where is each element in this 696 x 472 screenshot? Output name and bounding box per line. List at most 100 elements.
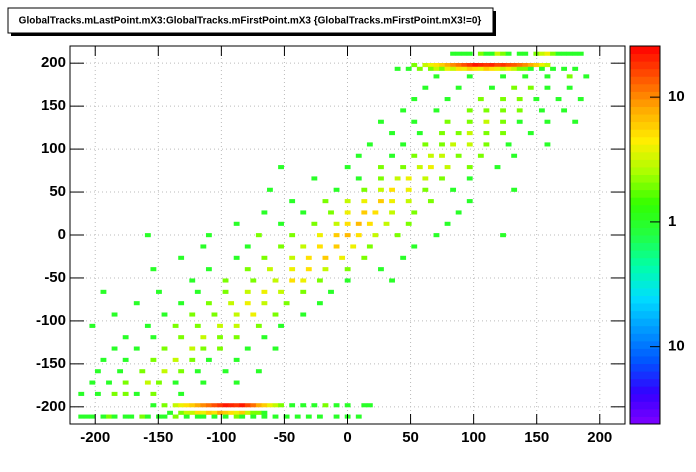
heatmap-cell xyxy=(272,278,279,283)
heatmap-cell xyxy=(283,414,290,419)
heatmap-cell xyxy=(477,63,484,68)
heatmap-cell xyxy=(339,255,346,260)
z-tick-label: 10 xyxy=(668,338,685,355)
heatmap-cell xyxy=(372,210,379,215)
heatmap-cell xyxy=(433,108,440,113)
heatmap-cell xyxy=(472,66,479,71)
heatmap-cell xyxy=(333,414,340,419)
heatmap-cell xyxy=(450,63,457,68)
heatmap-cell xyxy=(305,267,312,272)
heatmap-cell xyxy=(261,210,268,215)
heatmap-cell xyxy=(500,97,506,102)
heatmap-cell xyxy=(494,165,501,170)
heatmap-cell xyxy=(477,51,484,56)
heatmap-cell xyxy=(450,187,457,192)
heatmap-cell xyxy=(522,63,529,68)
heatmap-cell xyxy=(522,74,529,79)
heatmap-cell xyxy=(527,66,534,71)
heatmap-cell xyxy=(411,153,418,158)
heatmap-cell xyxy=(439,66,445,71)
z-tick-label: 10 xyxy=(668,88,685,105)
palette-swatch xyxy=(630,257,660,266)
heatmap-cell xyxy=(416,66,423,71)
heatmap-cell xyxy=(439,153,445,158)
heatmap-cell xyxy=(494,66,501,71)
heatmap-cell xyxy=(244,410,251,415)
x-tick-label: -200 xyxy=(80,429,110,446)
heatmap-cell xyxy=(378,176,384,181)
heatmap-cell xyxy=(178,369,185,374)
palette-swatch xyxy=(630,408,660,417)
heatmap-cell xyxy=(305,255,312,260)
heatmap-cell xyxy=(455,66,462,71)
heatmap-cell xyxy=(378,199,384,204)
heatmap-cell xyxy=(200,410,207,415)
heatmap-cell xyxy=(272,403,279,408)
palette-swatch xyxy=(630,197,660,206)
palette-swatch xyxy=(630,355,660,365)
heatmap-cell xyxy=(511,66,518,71)
heatmap-cell xyxy=(78,414,85,419)
heatmap-cell xyxy=(222,414,229,419)
heatmap-cell xyxy=(211,403,218,408)
heatmap-cell xyxy=(250,312,257,317)
heatmap-cell xyxy=(316,233,323,238)
palette-swatch xyxy=(630,325,660,334)
heatmap-cell xyxy=(527,131,534,136)
heatmap-cell xyxy=(378,165,384,170)
heatmap-cell xyxy=(500,74,506,79)
heatmap-cell xyxy=(361,199,368,204)
heatmap-cell xyxy=(422,176,429,181)
heatmap-cell xyxy=(511,187,518,192)
heatmap-cell xyxy=(444,97,451,102)
heatmap-cell xyxy=(228,403,235,408)
heatmap-cell xyxy=(505,142,512,147)
heatmap-cell xyxy=(405,176,412,181)
heatmap-cell xyxy=(178,410,185,415)
z-tick-label: 1 xyxy=(668,213,676,230)
heatmap-cell xyxy=(194,323,201,328)
heatmap-cell xyxy=(550,51,556,56)
heatmap-cell xyxy=(505,63,512,68)
heatmap-cell xyxy=(416,131,423,136)
heatmap-cell xyxy=(466,108,473,113)
heatmap-cell xyxy=(233,380,240,385)
heatmap-cell xyxy=(527,63,534,68)
y-tick-label: 0 xyxy=(58,226,66,243)
heatmap-cell xyxy=(167,410,173,415)
palette-swatch xyxy=(630,182,660,191)
heatmap-cell xyxy=(205,403,212,408)
palette-swatch xyxy=(630,166,660,176)
heatmap-cell xyxy=(94,391,101,396)
heatmap-cell xyxy=(133,346,140,351)
palette-swatch xyxy=(630,53,660,62)
heatmap-cell xyxy=(466,74,473,79)
heatmap-cell xyxy=(427,199,434,204)
palette-swatch xyxy=(630,212,660,221)
heatmap-cell xyxy=(389,278,395,283)
heatmap-cell xyxy=(483,131,490,136)
heatmap-cell xyxy=(422,63,429,68)
heatmap-cell xyxy=(255,369,262,374)
y-tick-label: 50 xyxy=(49,183,66,200)
palette-swatch xyxy=(630,310,660,319)
heatmap-cell xyxy=(278,323,284,328)
palette-swatch xyxy=(630,189,660,198)
palette-swatch xyxy=(630,114,660,123)
heatmap-cell xyxy=(500,108,506,113)
heatmap-cell xyxy=(250,410,257,415)
heatmap-cell xyxy=(450,66,457,71)
heatmap-cell xyxy=(100,289,107,294)
heatmap-cell xyxy=(477,97,484,102)
x-tick-label: 50 xyxy=(402,429,419,446)
heatmap-cell xyxy=(344,199,351,204)
heatmap-cell xyxy=(222,278,229,283)
heatmap-cell xyxy=(217,346,223,351)
heatmap-cell xyxy=(400,142,407,147)
heatmap-cell xyxy=(439,142,445,147)
heatmap-cell xyxy=(516,119,523,124)
palette-swatch xyxy=(630,219,660,228)
heatmap-cell xyxy=(389,199,395,204)
heatmap-cell xyxy=(583,74,590,79)
heatmap-cell xyxy=(200,244,207,249)
